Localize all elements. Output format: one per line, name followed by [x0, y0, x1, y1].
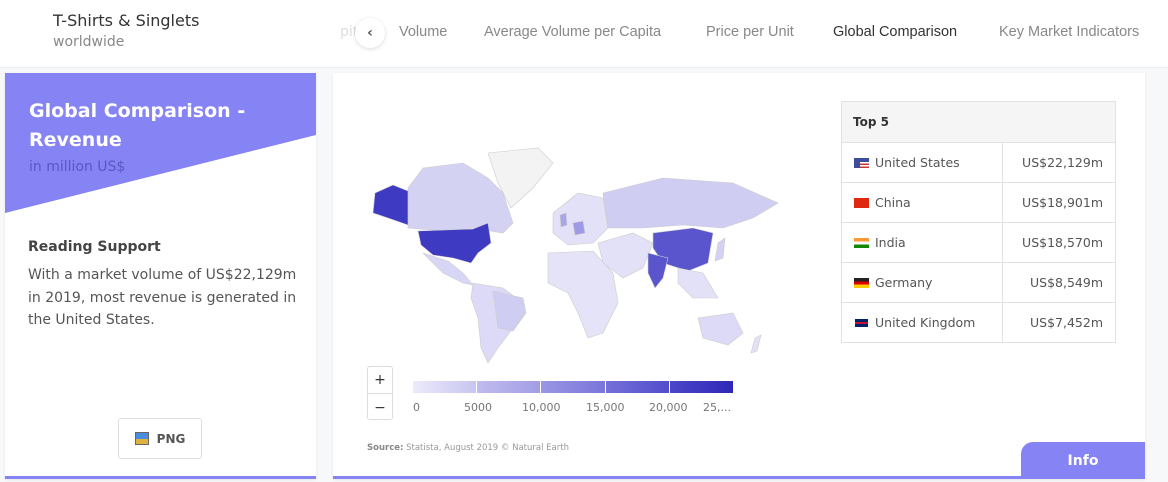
de-flag-icon: [854, 278, 869, 288]
legend-swatch: [541, 381, 605, 393]
legend-tick: 20,000: [649, 401, 688, 414]
legend-tick: 25,...: [703, 401, 731, 414]
legend-tick: 0: [413, 401, 420, 414]
in-flag-icon: [854, 238, 869, 248]
tabs-scroll-left-button[interactable]: ‹: [355, 18, 385, 48]
color-legend: [413, 381, 734, 393]
tab-global-comparison[interactable]: Global Comparison: [833, 24, 958, 40]
tab-key-market-indicators[interactable]: Key Market Indicators: [999, 24, 1140, 40]
cn-flag-icon: [854, 198, 869, 208]
us-flag-icon: [854, 158, 869, 168]
table-row: United States US$22,129m: [841, 142, 1116, 183]
table-row: China US$18,901m: [841, 182, 1116, 223]
legend-swatch: [669, 381, 734, 393]
chevron-left-icon: ‹: [367, 25, 373, 41]
image-icon: [134, 432, 149, 445]
legend-tick: 5000: [464, 401, 492, 414]
card-title: Global Comparison - Revenue: [29, 100, 246, 151]
tab-average-volume-per-capita[interactable]: Average Volume per Capita: [484, 24, 662, 40]
legend-labels: 0 5000 10,000 15,000 20,000 25,...: [413, 401, 743, 415]
tab-price-per-unit[interactable]: Price per Unit: [706, 24, 794, 40]
reading-support-text: With a market volume of US$22,129m in 20…: [28, 267, 297, 328]
top-bar: T-Shirts & Singlets worldwide pita ‹ Vol…: [0, 0, 1168, 68]
reading-support-title: Reading Support: [28, 239, 161, 255]
page-title: T-Shirts & Singlets: [53, 11, 200, 30]
png-download-button[interactable]: PNG: [118, 418, 202, 459]
table-row: India US$18,570m: [841, 222, 1116, 263]
legend-tick: 15,000: [586, 401, 625, 414]
page-subtitle: worldwide: [53, 34, 125, 50]
zoom-out-button[interactable]: −: [374, 399, 386, 416]
map-card: + − 0 5000 10,000 15,000 20,000 25,... S…: [333, 73, 1145, 479]
legend-swatch: [413, 381, 477, 393]
map-zoom-control: + −: [367, 366, 393, 420]
legend-swatch: [605, 381, 669, 393]
card-unit: in million US$: [29, 159, 126, 175]
png-button-label: PNG: [156, 431, 186, 446]
table-row: United Kingdom US$7,452m: [841, 302, 1116, 343]
tab-volume[interactable]: Volume: [399, 24, 448, 40]
card-banner: [5, 73, 316, 213]
source-note: Source: Statista, August 2019 © Natural …: [367, 443, 569, 453]
top5-table: Top 5 United States US$22,129m China US$…: [841, 101, 1116, 343]
legend-tick: 10,000: [522, 401, 561, 414]
legend-swatch: [477, 381, 541, 393]
world-map[interactable]: [363, 133, 783, 363]
info-card: Global Comparison - Revenue in million U…: [5, 73, 316, 479]
zoom-in-button[interactable]: +: [368, 367, 392, 394]
table-row: Germany US$8,549m: [841, 262, 1116, 303]
info-button[interactable]: Info: [1021, 442, 1145, 479]
gb-flag-icon: [854, 318, 869, 328]
top5-header: Top 5: [841, 101, 1116, 143]
